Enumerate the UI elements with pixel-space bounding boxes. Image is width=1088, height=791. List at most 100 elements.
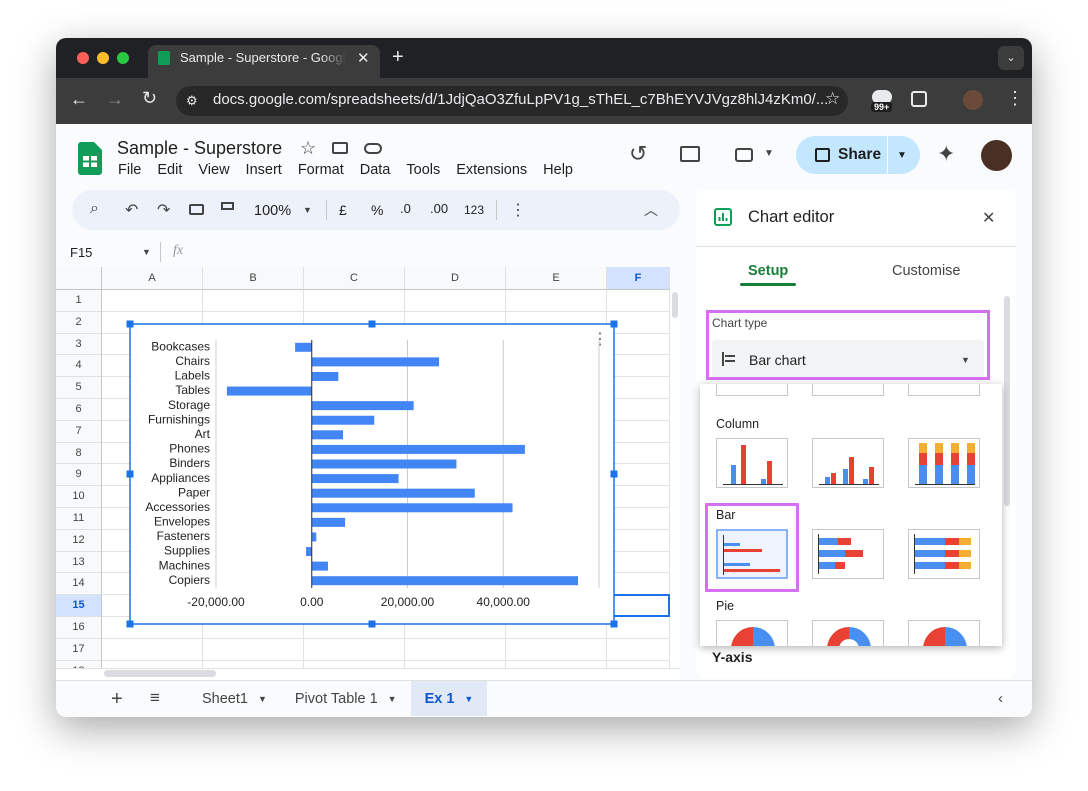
menu-item[interactable]: Data [359, 162, 391, 178]
collapse-icon[interactable]: ︿ [644, 202, 658, 218]
decrease-decimals[interactable]: .0 [400, 201, 411, 216]
cell-ref-caret[interactable]: ▼ [142, 247, 151, 257]
undo-icon[interactable]: ↶ [125, 202, 139, 219]
meet-caret[interactable]: ▼ [764, 148, 774, 159]
row-header[interactable]: 9 [56, 464, 102, 487]
number-format[interactable]: 123 [464, 203, 485, 217]
menu-item[interactable]: View [198, 162, 230, 178]
add-sheet[interactable]: + [111, 688, 123, 710]
row-header[interactable]: 12 [56, 529, 102, 552]
move-icon[interactable] [332, 142, 348, 154]
row-header[interactable]: 16 [56, 617, 102, 639]
profile-avatar[interactable] [963, 90, 983, 110]
more-icon[interactable]: ⋮ [510, 202, 526, 219]
menu-item[interactable]: Tools [406, 162, 441, 178]
row-header[interactable]: 1 [56, 290, 102, 312]
setup-tab[interactable]: Setup [748, 263, 789, 279]
site-info[interactable]: ⚙ [186, 93, 198, 108]
scroll-thumb[interactable] [672, 292, 678, 318]
menu-item[interactable]: Insert [245, 162, 282, 178]
column-header[interactable]: F [607, 267, 670, 290]
row-header[interactable]: 8 [56, 442, 102, 465]
resize-handle[interactable] [610, 470, 618, 478]
chart-thumbnail[interactable] [908, 438, 980, 488]
chart-thumbnail[interactable] [716, 529, 788, 579]
row-header[interactable]: 5 [56, 377, 102, 399]
row-header[interactable]: 2 [56, 311, 102, 334]
column-header[interactable]: B [203, 267, 304, 290]
column-header[interactable]: E [506, 267, 607, 290]
doc-title[interactable]: Sample - Superstore [117, 138, 283, 158]
star-icon[interactable]: ☆ [300, 138, 317, 158]
meet-icon[interactable] [735, 148, 753, 162]
zoom-button[interactable] [117, 52, 129, 64]
chart-menu[interactable]: ⋮ [592, 331, 608, 348]
paint-format-icon[interactable] [221, 202, 234, 210]
comments-icon[interactable] [680, 146, 700, 162]
column-header[interactable]: C [304, 267, 405, 290]
tab-close[interactable]: ✕ [357, 50, 370, 67]
history-icon[interactable]: ↺ [629, 141, 648, 166]
menu-item[interactable]: Format [297, 162, 344, 178]
resize-handle[interactable] [368, 620, 376, 628]
zoom-caret[interactable]: ▼ [303, 205, 312, 215]
all-sheets[interactable]: ≡ [150, 688, 160, 707]
row-header[interactable]: 3 [56, 333, 102, 356]
chart-type-select[interactable] [712, 340, 984, 378]
gemini-icon[interactable]: ✦ [937, 141, 956, 166]
menu-item[interactable]: File [118, 162, 142, 178]
print-icon[interactable] [189, 204, 204, 215]
chart-thumbnail[interactable] [812, 438, 884, 488]
share-caret[interactable]: ▼ [897, 150, 907, 161]
row-header[interactable]: 7 [56, 420, 102, 443]
chart[interactable]: ⋮ -20,000.00 0.00 20,000.00 40,000.00 Bookcas… [124, 318, 620, 630]
column-header[interactable]: D [405, 267, 506, 290]
minimize-button[interactable] [97, 52, 109, 64]
tab-search[interactable]: ⌄ [998, 46, 1024, 70]
chart-thumbnail[interactable] [812, 529, 884, 579]
chart-thumbnail[interactable] [908, 384, 980, 396]
row-header[interactable]: 6 [56, 399, 102, 421]
extension-icon[interactable] [872, 90, 892, 104]
omnibox[interactable] [176, 86, 848, 116]
vertical-scrollbar[interactable] [670, 290, 680, 668]
chart-thumbnail[interactable] [908, 620, 980, 646]
menu-item[interactable]: Extensions [456, 162, 528, 178]
browser-tab[interactable] [148, 45, 380, 78]
row-header[interactable]: 14 [56, 573, 102, 596]
back-button[interactable]: ← [70, 89, 88, 109]
row-header[interactable]: 10 [56, 486, 102, 508]
row-header[interactable]: 15 [56, 595, 102, 617]
close-button[interactable] [77, 52, 89, 64]
currency-format[interactable]: £ [339, 202, 347, 218]
browser-menu[interactable]: ⋮ [1006, 88, 1024, 108]
chart-thumbnail[interactable] [716, 438, 788, 488]
increase-decimals[interactable]: .00 [430, 201, 449, 216]
resize-handle[interactable] [126, 620, 134, 628]
reload-button[interactable]: ↻ [142, 88, 158, 108]
menu-item[interactable]: Edit [157, 162, 183, 178]
row-header[interactable]: 18 [56, 660, 102, 668]
redo-icon[interactable]: ↷ [157, 202, 171, 219]
zoom[interactable]: 100% [254, 203, 292, 219]
chart-thumbnail[interactable] [812, 384, 884, 396]
column-header[interactable]: A [102, 267, 203, 290]
cell-ref[interactable]: F15 [70, 245, 93, 260]
sheet-tab[interactable]: Sheet1 ▼ [188, 681, 281, 716]
chart-thumbnail[interactable] [812, 620, 884, 646]
sheet-tab[interactable]: Pivot Table 1 ▼ [281, 681, 411, 716]
forward-button[interactable]: → [106, 89, 124, 109]
account-avatar[interactable] [981, 140, 1012, 171]
extensions-menu[interactable] [911, 91, 927, 107]
menu-item[interactable]: Help [543, 162, 573, 178]
chart-thumbnail[interactable] [716, 384, 788, 396]
bookmark-star[interactable]: ☆ [825, 89, 841, 108]
cloud-icon[interactable] [364, 143, 382, 154]
percent-format[interactable]: % [371, 202, 384, 218]
resize-handle[interactable] [126, 470, 134, 478]
resize-handle[interactable] [610, 320, 618, 328]
resize-handle[interactable] [126, 320, 134, 328]
row-header[interactable]: 17 [56, 638, 102, 661]
search-icon[interactable]: ⌕ [90, 200, 99, 217]
customise-tab[interactable]: Customise [892, 263, 961, 279]
